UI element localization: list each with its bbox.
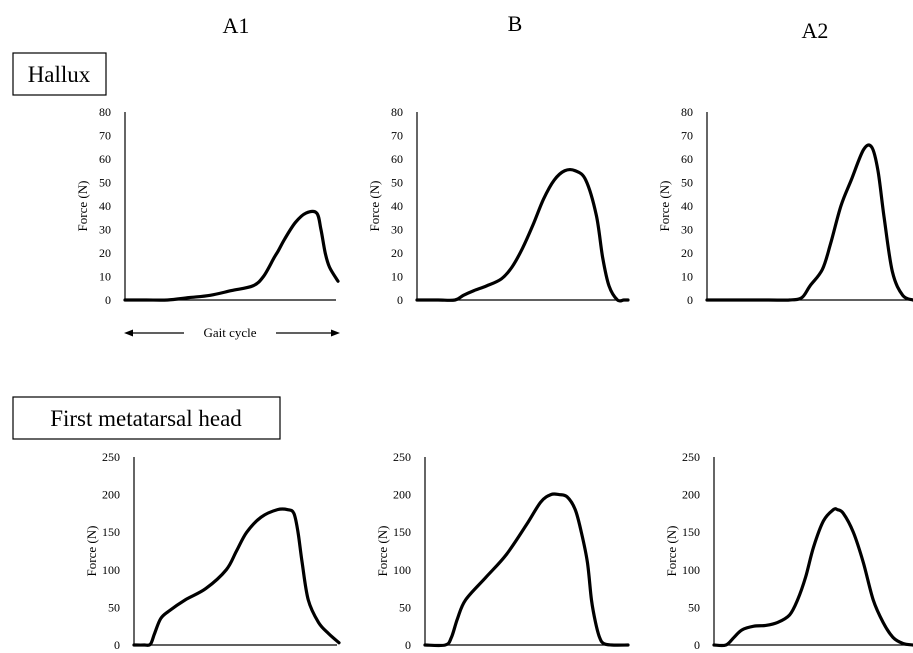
y-tick-label: 20 — [99, 246, 111, 260]
row-label-hallux: Hallux — [28, 62, 91, 87]
y-tick-label: 0 — [405, 638, 411, 652]
y-axis-label: Force (N) — [657, 181, 672, 232]
y-tick-label: 10 — [681, 270, 693, 284]
chart-panel: 0 10 20 30 40 50 60 70 80 Force (N) — [657, 105, 913, 307]
y-tick-label: 20 — [391, 246, 403, 260]
y-tick-label: 0 — [397, 293, 403, 307]
chart-panel: 0 50 100 150 200 250 Force (N) — [375, 450, 630, 652]
force-curve — [705, 143, 913, 302]
y-tick-label: 100 — [393, 563, 411, 577]
chart-panel: 0 50 100 150 200 250 Force (N) — [664, 450, 913, 652]
y-axis-label: Force (N) — [375, 526, 390, 577]
y-tick-label: 100 — [682, 563, 700, 577]
force-curve — [712, 507, 913, 648]
row-label-first-metatarsal-head: First metatarsal head — [50, 406, 242, 431]
force-curve — [132, 507, 341, 647]
y-axis-label: Force (N) — [367, 181, 382, 232]
y-tick-label: 60 — [391, 152, 403, 166]
y-tick-label: 80 — [391, 105, 403, 119]
y-tick-label: 100 — [102, 563, 120, 577]
chart-panel: 0 50 100 150 200 250 Force (N) — [84, 450, 341, 652]
y-tick-label: 40 — [391, 199, 403, 213]
column-header-b: B — [508, 11, 523, 36]
y-tick-label: 80 — [99, 105, 111, 119]
gait-cycle-label: Gait cycle — [203, 325, 256, 340]
y-tick-label: 150 — [393, 525, 411, 539]
y-tick-label: 60 — [681, 152, 693, 166]
y-tick-label: 50 — [681, 176, 693, 190]
y-tick-label: 70 — [391, 129, 403, 143]
y-axis-label: Force (N) — [75, 181, 90, 232]
force-curve — [423, 492, 630, 648]
y-tick-label: 70 — [681, 129, 693, 143]
column-header-a1: A1 — [223, 13, 250, 38]
force-curve — [415, 167, 630, 303]
y-axis-label: Force (N) — [84, 526, 99, 577]
y-axis-label: Force (N) — [664, 526, 679, 577]
y-tick-label: 0 — [694, 638, 700, 652]
y-tick-label: 200 — [393, 488, 411, 502]
force-curve — [123, 209, 340, 302]
y-tick-label: 40 — [681, 199, 693, 213]
y-tick-label: 20 — [681, 246, 693, 260]
column-header-a2: A2 — [802, 18, 829, 43]
y-tick-label: 0 — [105, 293, 111, 307]
y-tick-label: 10 — [99, 270, 111, 284]
y-tick-label: 40 — [99, 199, 111, 213]
y-tick-label: 30 — [391, 223, 403, 237]
arrow-left-icon — [124, 329, 133, 337]
row-label-box-first-metatarsal-head — [12, 396, 281, 440]
y-tick-label: 250 — [682, 450, 700, 464]
y-tick-label: 0 — [687, 293, 693, 307]
y-tick-label: 80 — [681, 105, 693, 119]
y-tick-label: 50 — [391, 176, 403, 190]
y-tick-label: 50 — [99, 176, 111, 190]
chart-panel: 0 10 20 30 40 50 60 70 80 Force (N) — [75, 105, 340, 307]
chart-panel: 0 10 20 30 40 50 60 70 80 Force (N) — [367, 105, 630, 307]
y-tick-label: 200 — [682, 488, 700, 502]
arrow-right-icon — [331, 329, 340, 337]
y-tick-label: 30 — [681, 223, 693, 237]
row-label-box-hallux — [12, 52, 107, 96]
y-tick-label: 10 — [391, 270, 403, 284]
y-tick-label: 0 — [114, 638, 120, 652]
y-tick-label: 200 — [102, 488, 120, 502]
y-tick-label: 60 — [99, 152, 111, 166]
y-tick-label: 250 — [102, 450, 120, 464]
y-tick-label: 50 — [688, 600, 700, 614]
y-tick-label: 150 — [102, 525, 120, 539]
y-tick-label: 50 — [399, 600, 411, 614]
y-tick-label: 70 — [99, 129, 111, 143]
y-tick-label: 250 — [393, 450, 411, 464]
y-tick-label: 50 — [108, 600, 120, 614]
y-tick-label: 30 — [99, 223, 111, 237]
gait-cycle-arrow: Gait cycle — [124, 325, 340, 340]
y-tick-label: 150 — [682, 525, 700, 539]
